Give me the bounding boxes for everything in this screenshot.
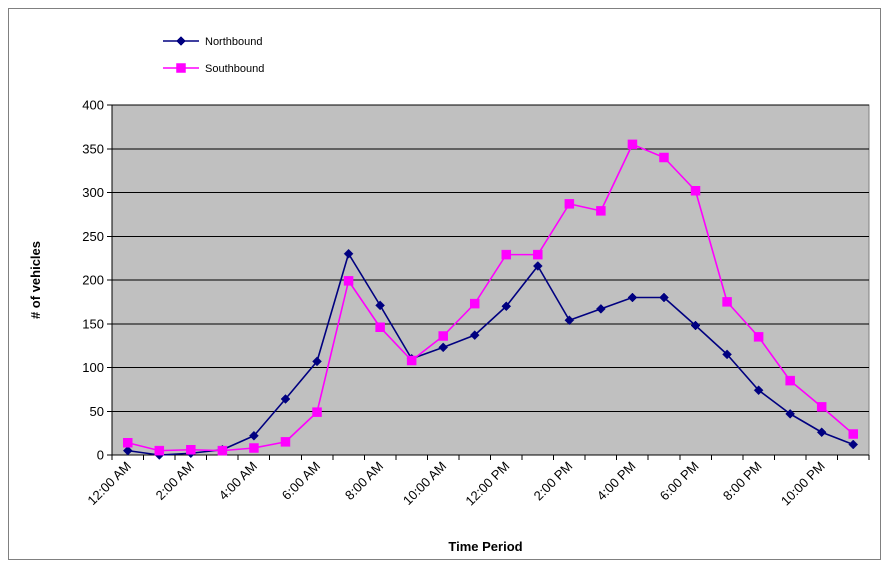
y-tick-label: 400 — [82, 98, 104, 113]
y-tick-label: 250 — [82, 229, 104, 244]
data-point — [753, 385, 764, 396]
data-point — [176, 36, 186, 46]
data-point — [659, 292, 669, 303]
data-point — [280, 394, 291, 404]
data-point — [406, 355, 417, 366]
data-point — [375, 300, 385, 311]
data-point — [564, 315, 575, 326]
data-point — [722, 297, 732, 307]
data-point — [280, 437, 291, 447]
data-point — [627, 292, 638, 303]
series-group — [122, 139, 859, 460]
series-line — [127, 252, 854, 456]
y-axis-title: # of vehicles — [28, 241, 43, 319]
legend-label: Southbound — [205, 63, 264, 75]
data-point — [722, 349, 732, 360]
data-point — [785, 409, 795, 419]
data-point — [816, 427, 827, 438]
x-axis-title: Time Period — [448, 539, 522, 554]
y-tick-label: 100 — [82, 360, 104, 375]
data-point — [469, 330, 480, 340]
legend-item: Southbound — [163, 63, 264, 75]
data-point — [312, 407, 322, 417]
data-point — [501, 249, 512, 260]
y-tick-label: 150 — [82, 316, 104, 331]
data-point — [627, 139, 638, 150]
data-point — [343, 248, 354, 259]
y-tick-label: 300 — [82, 185, 104, 200]
data-point — [596, 304, 606, 314]
legend-label: Northbound — [205, 36, 263, 48]
data-point — [848, 429, 858, 439]
data-point — [501, 301, 512, 312]
data-point — [469, 298, 480, 309]
data-point — [312, 356, 322, 367]
data-point — [816, 402, 827, 412]
y-tick-label: 200 — [82, 273, 104, 288]
series-southbound — [123, 139, 858, 456]
data-point — [785, 375, 795, 386]
data-point — [249, 443, 259, 453]
data-point — [176, 63, 186, 73]
data-point — [564, 199, 575, 209]
data-point — [533, 249, 543, 260]
data-point — [186, 445, 196, 455]
data-point — [532, 261, 543, 271]
data-point — [690, 320, 701, 331]
data-point — [438, 331, 448, 341]
data-point — [343, 276, 354, 286]
data-point — [217, 445, 228, 456]
data-point — [753, 332, 764, 342]
data-point — [848, 439, 859, 450]
data-point — [659, 152, 669, 163]
y-tick-label: 0 — [97, 448, 104, 463]
data-point — [154, 445, 165, 456]
data-point — [123, 438, 133, 448]
y-tick-label: 350 — [82, 141, 104, 156]
data-point — [596, 206, 606, 216]
legend-item: Northbound — [163, 36, 263, 48]
legend: Northbound Southbound — [163, 36, 264, 75]
data-point — [438, 342, 449, 353]
gridlines — [112, 104, 869, 412]
y-tick-label: 50 — [90, 404, 104, 419]
data-point — [249, 430, 259, 441]
data-point — [690, 186, 701, 196]
data-point — [375, 322, 385, 332]
series-northbound — [122, 248, 859, 460]
data-point — [122, 445, 133, 456]
series-line — [127, 143, 854, 452]
